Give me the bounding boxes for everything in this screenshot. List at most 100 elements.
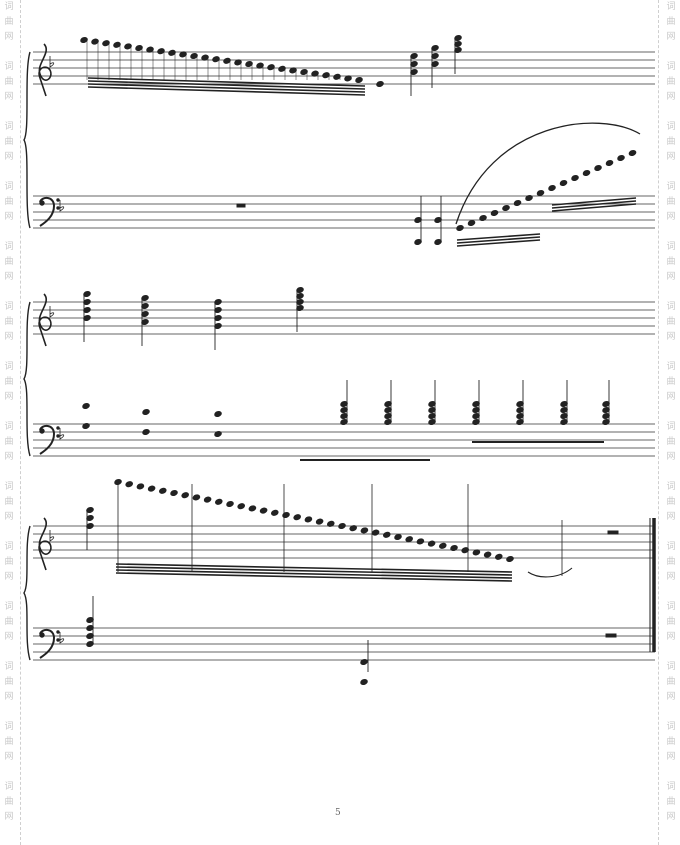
bass-clef-glyph	[39, 424, 56, 455]
run-note	[293, 514, 301, 521]
run-note	[201, 54, 209, 61]
run-note	[282, 511, 290, 519]
watermark-glyph: 曲	[666, 257, 676, 267]
beam	[87, 80, 366, 90]
run-note	[80, 36, 88, 44]
beam	[87, 86, 366, 96]
watermark-glyph: 网	[666, 392, 676, 402]
watermark-stamp: 词曲网	[664, 780, 678, 825]
watermark-glyph: 词	[4, 722, 14, 732]
watermark-glyph: 网	[4, 92, 14, 102]
run-note	[147, 485, 156, 492]
watermark-glyph: 曲	[666, 617, 676, 627]
beam	[115, 572, 513, 582]
watermark-glyph: 曲	[4, 617, 14, 627]
run-note	[548, 184, 556, 192]
run-note	[245, 60, 253, 68]
run-note	[525, 194, 533, 202]
run-note	[157, 48, 165, 55]
watermark-glyph: 曲	[666, 317, 676, 327]
whole-rest	[607, 530, 619, 535]
watermark-glyph: 曲	[4, 17, 14, 27]
watermark-glyph: 曲	[4, 737, 14, 747]
run-note	[135, 44, 143, 52]
run-note	[237, 503, 245, 510]
watermark-glyph: 曲	[666, 677, 676, 687]
watermark-glyph: 词	[666, 722, 676, 732]
watermark-glyph: 词	[4, 782, 14, 792]
watermark-glyph: 网	[666, 752, 676, 762]
beam	[115, 569, 513, 579]
flat-sign	[59, 428, 65, 440]
run-note	[536, 189, 545, 197]
watermark-glyph: 网	[666, 272, 676, 282]
watermark-glyph: 网	[4, 452, 14, 462]
run-note	[456, 224, 464, 232]
beam	[115, 566, 513, 576]
note-head	[142, 408, 150, 416]
run-note	[256, 62, 264, 69]
watermark-stamp: 词曲网	[2, 480, 16, 525]
run-note	[102, 40, 110, 47]
watermark-glyph: 网	[666, 452, 676, 462]
watermark-glyph: 词	[4, 62, 14, 72]
run-note	[192, 494, 201, 501]
watermark-glyph: 曲	[666, 77, 676, 87]
watermark-glyph: 曲	[4, 677, 14, 687]
watermark-glyph: 曲	[666, 137, 676, 147]
watermark-glyph: 曲	[4, 197, 14, 207]
treble-clef-glyph	[38, 517, 52, 571]
run-note	[559, 179, 568, 187]
watermark-glyph: 网	[666, 572, 676, 582]
run-note	[181, 492, 189, 499]
run-note	[215, 498, 223, 505]
watermark-glyph: 网	[666, 92, 676, 102]
half-note	[360, 658, 368, 666]
grand-staff-brace	[23, 525, 31, 661]
beam	[87, 77, 366, 87]
watermark-glyph: 词	[666, 362, 676, 372]
note-head	[376, 80, 384, 88]
flat-sign	[49, 530, 55, 542]
watermark-glyph: 词	[4, 422, 14, 432]
run-note	[405, 536, 413, 543]
flat-sign	[49, 306, 55, 318]
watermark-glyph: 曲	[666, 437, 676, 447]
watermark-stamp: 词曲网	[664, 120, 678, 165]
run-note	[371, 529, 380, 536]
watermark-stamp: 词曲网	[2, 720, 16, 765]
watermark-stamp: 词曲网	[2, 780, 16, 825]
watermark-glyph: 词	[4, 482, 14, 492]
bass-clef-dot	[39, 428, 45, 434]
treble-clef-glyph	[38, 43, 52, 97]
beam	[551, 200, 637, 209]
watermark-glyph: 词	[666, 302, 676, 312]
run-note	[146, 46, 154, 53]
run-note	[226, 500, 234, 508]
watermark-glyph: 曲	[4, 557, 14, 567]
note-head	[214, 430, 222, 438]
watermark-stamp: 词曲网	[664, 60, 678, 105]
run-note	[271, 509, 279, 516]
run-note	[113, 41, 121, 48]
watermark-glyph: 词	[666, 122, 676, 132]
watermark-glyph: 网	[4, 332, 14, 342]
watermark-glyph: 曲	[4, 437, 14, 447]
watermark-glyph: 曲	[4, 137, 14, 147]
run-note	[136, 483, 145, 490]
page-edge-right	[658, 0, 659, 845]
watermark-glyph: 曲	[666, 197, 676, 207]
watermark-glyph: 网	[4, 152, 14, 162]
watermark-stamp: 词曲网	[664, 360, 678, 405]
run-note	[212, 56, 220, 63]
watermark-stamp: 词曲网	[2, 600, 16, 645]
watermark-glyph: 词	[4, 122, 14, 132]
watermark-glyph: 网	[4, 512, 14, 522]
watermark-stamp: 词曲网	[2, 660, 16, 705]
watermark-glyph: 词	[666, 602, 676, 612]
bass-clef-dot	[56, 198, 60, 202]
run-note	[114, 478, 122, 486]
half-note	[360, 678, 368, 686]
note-head	[82, 422, 90, 430]
run-note	[168, 49, 176, 56]
